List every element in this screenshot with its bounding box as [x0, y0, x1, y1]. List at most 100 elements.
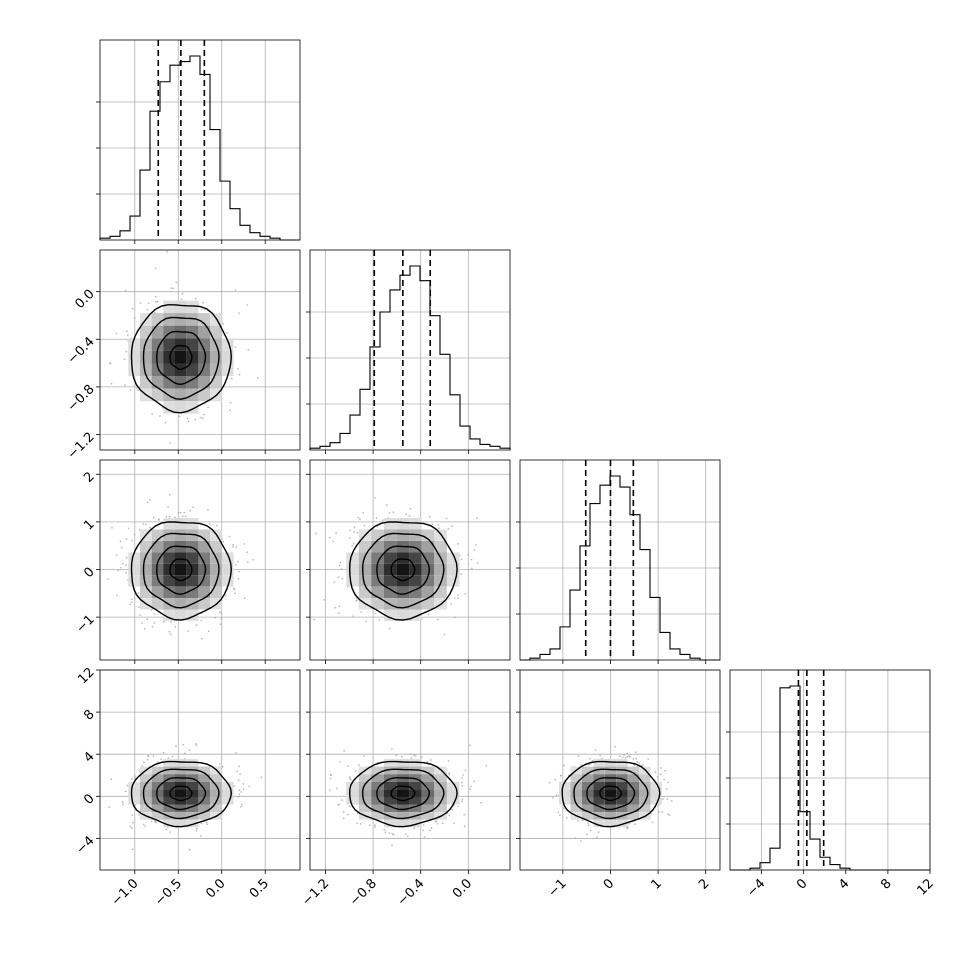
- sample-point: [328, 789, 331, 792]
- density-cell: [198, 804, 211, 813]
- sample-point: [156, 761, 159, 763]
- sample-point: [337, 804, 339, 806]
- sample-point: [357, 516, 360, 519]
- x-tick-label: 0: [794, 876, 810, 892]
- sample-point: [426, 761, 429, 763]
- sample-point: [383, 828, 386, 831]
- density-cell: [358, 774, 372, 782]
- sample-point: [614, 745, 617, 748]
- sample-point: [659, 773, 662, 776]
- sample-point: [234, 346, 237, 348]
- density-cell: [210, 376, 222, 389]
- density-cell: [371, 575, 384, 587]
- density-cell: [570, 789, 582, 797]
- density-cell: [371, 563, 384, 576]
- sample-point: [156, 300, 159, 303]
- sample-point: [119, 566, 122, 569]
- sample-point: [579, 840, 582, 842]
- sample-point: [388, 627, 391, 630]
- sample-point: [200, 822, 203, 825]
- contour-line: [599, 785, 623, 802]
- sample-point: [341, 799, 344, 801]
- sample-point: [657, 776, 659, 778]
- sample-point: [124, 289, 127, 292]
- sample-point: [368, 824, 371, 826]
- sample-point: [633, 764, 636, 767]
- sample-point: [139, 614, 142, 617]
- sample-point: [184, 515, 187, 518]
- scatter-panel-1-0: −1.2 −0.8 −0.4 0.0: [65, 249, 301, 463]
- density-cell: [409, 819, 422, 828]
- sample-point: [170, 287, 173, 290]
- density-cell: [175, 376, 187, 389]
- sample-point: [467, 554, 469, 556]
- density-cell: [175, 529, 187, 541]
- density-cell: [371, 598, 384, 610]
- sample-point: [340, 568, 343, 570]
- sample-point: [485, 765, 488, 767]
- histogram-step: [520, 475, 720, 661]
- sample-point: [557, 811, 560, 814]
- density-cell: [221, 350, 234, 364]
- sample-point: [480, 801, 482, 804]
- sample-point: [634, 751, 637, 754]
- density-cell: [434, 575, 447, 587]
- density-cell: [384, 609, 397, 621]
- density-cell: [175, 350, 187, 364]
- sample-point: [355, 600, 358, 602]
- sample-point: [219, 623, 222, 626]
- sample-point: [443, 633, 446, 636]
- sample-point: [351, 545, 354, 547]
- sample-point: [408, 515, 411, 517]
- sample-point: [172, 287, 175, 290]
- density-cell: [346, 796, 359, 805]
- sample-point: [175, 281, 178, 284]
- density-cell: [409, 575, 422, 587]
- density-cell: [163, 789, 175, 797]
- density-cell: [384, 819, 397, 828]
- sample-point: [125, 538, 128, 540]
- sample-point: [475, 544, 477, 546]
- sample-point: [239, 805, 242, 808]
- sample-point: [233, 588, 236, 591]
- sample-point: [200, 619, 203, 622]
- density-cell: [639, 804, 651, 813]
- density-cell: [446, 789, 460, 797]
- sample-point: [207, 406, 209, 409]
- density-cell: [128, 563, 140, 576]
- density-cell: [409, 518, 422, 530]
- sample-point: [636, 760, 639, 763]
- sample-point: [119, 540, 122, 543]
- density-cell: [163, 796, 175, 805]
- sample-point: [174, 516, 176, 519]
- sample-point: [187, 630, 190, 632]
- density-cell: [593, 804, 605, 813]
- sample-point: [121, 801, 124, 803]
- sample-point: [115, 332, 118, 335]
- density-cell: [593, 766, 605, 775]
- contour-line: [561, 760, 661, 828]
- density-cell: [128, 796, 140, 805]
- sample-point: [621, 756, 624, 759]
- density-cell: [210, 325, 222, 339]
- sample-point: [220, 612, 223, 614]
- density-cell: [616, 819, 628, 828]
- density-cell: [384, 789, 397, 797]
- density-cell: [570, 804, 582, 813]
- density-cell: [434, 563, 447, 576]
- x-tick-label: −1: [546, 876, 570, 900]
- sample-point: [144, 523, 147, 526]
- sample-point: [352, 542, 355, 545]
- sample-point: [126, 784, 129, 787]
- sample-point: [352, 615, 354, 617]
- sample-point: [349, 529, 352, 532]
- sample-point: [166, 250, 168, 253]
- density-cell: [421, 804, 435, 813]
- sample-point: [359, 518, 361, 521]
- density-cell: [151, 350, 164, 364]
- density-cell: [151, 363, 164, 376]
- contour-line: [156, 330, 207, 386]
- sample-point: [460, 781, 463, 784]
- sample-point: [154, 267, 157, 270]
- density-cell: [358, 563, 372, 576]
